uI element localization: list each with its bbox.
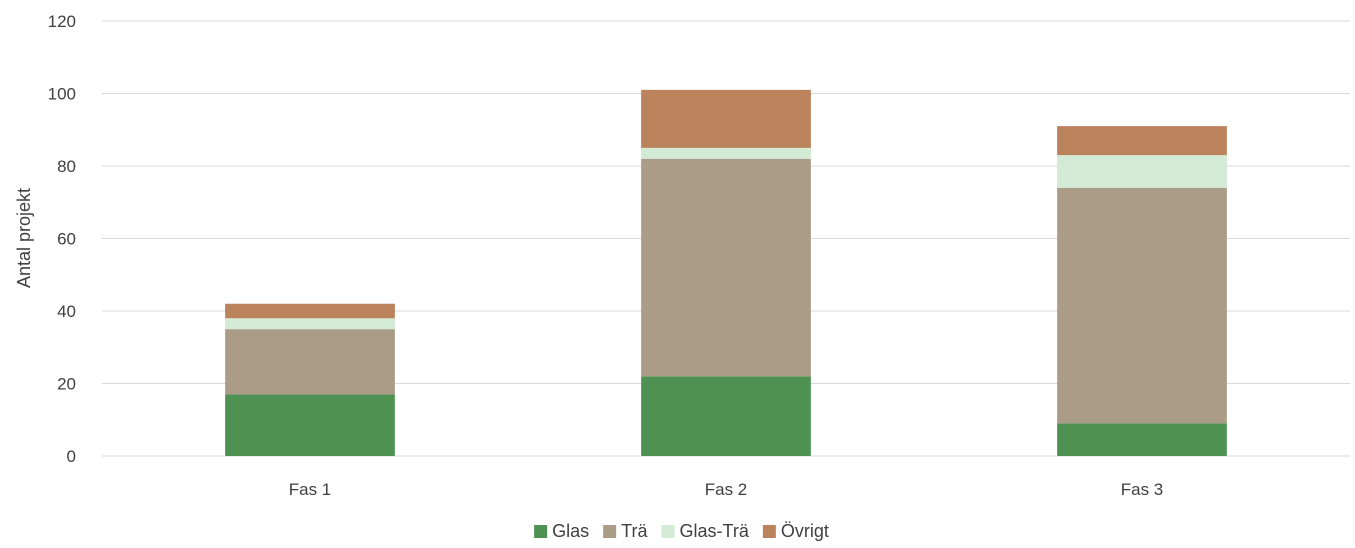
legend-item: Övrigt — [762, 521, 829, 541]
legend-item: Glas-Trä — [661, 521, 750, 541]
legend-label: Övrigt — [781, 521, 829, 541]
y-tick-label: 0 — [67, 447, 76, 466]
legend-label: Glas — [552, 521, 589, 541]
y-tick-label: 120 — [48, 12, 76, 31]
y-tick-label: 40 — [57, 302, 76, 321]
y-tick-label: 20 — [57, 375, 76, 394]
legend: Glas Trä Glas-Trä Övrigt — [534, 521, 829, 541]
bar-segment — [641, 147, 811, 159]
legend-item: Glas — [534, 521, 589, 541]
bar-segment — [225, 394, 395, 456]
x-tick-label: Fas 3 — [1121, 480, 1164, 499]
x-tick-label: Fas 1 — [289, 480, 332, 499]
bar-segment — [1057, 187, 1227, 424]
y-tick-label: 60 — [57, 230, 76, 249]
bar-segment — [225, 303, 395, 319]
bar-segment — [1057, 155, 1227, 188]
legend-label: Glas-Trä — [680, 521, 750, 541]
legend-swatch — [661, 525, 675, 538]
x-tick-label: Fas 2 — [705, 480, 748, 499]
bar-segment — [641, 158, 811, 377]
legend-item: Trä — [603, 521, 648, 541]
bar-segment — [1057, 126, 1227, 156]
legend-swatch — [762, 525, 776, 538]
bar-segment — [641, 89, 811, 148]
bar-segment — [225, 318, 395, 330]
x-axis-ticks: Fas 1 Fas 2 Fas 3 — [289, 480, 1164, 499]
y-axis-ticks: 0 20 40 60 80 100 120 — [48, 12, 76, 466]
y-tick-label: 100 — [48, 85, 76, 104]
y-tick-label: 80 — [57, 157, 76, 176]
bar-segment — [641, 376, 811, 456]
legend-swatch — [603, 525, 617, 538]
bar-segment — [225, 329, 395, 395]
bars — [225, 89, 1227, 456]
legend-swatch — [534, 525, 548, 538]
legend-label: Trä — [621, 521, 648, 541]
y-axis-title: Antal projekt — [14, 188, 34, 288]
bar-segment — [1057, 423, 1227, 456]
